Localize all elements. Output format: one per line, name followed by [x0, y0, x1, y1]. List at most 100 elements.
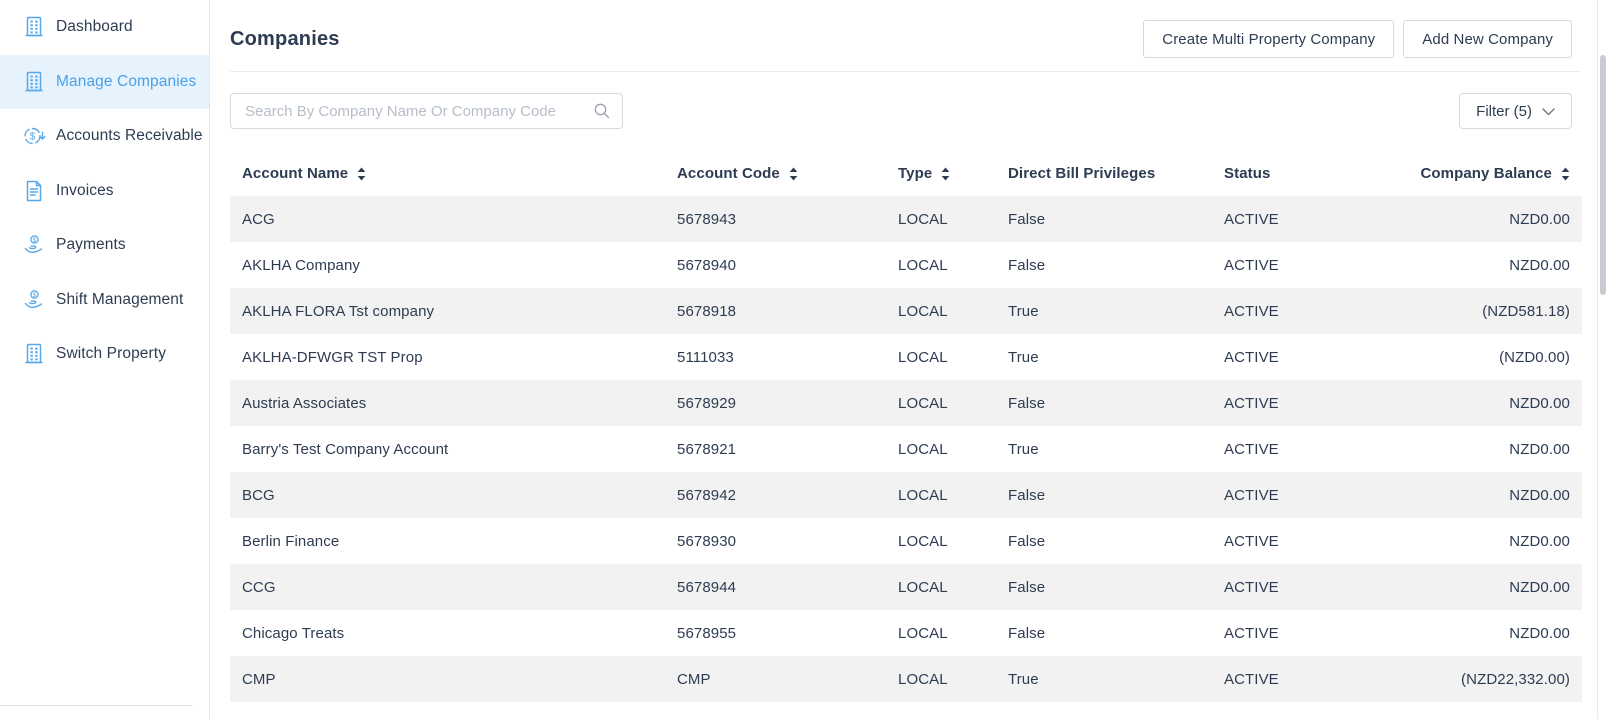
- cell-account-code: 5678943: [677, 210, 737, 228]
- cell-status: ACTIVE: [1224, 578, 1279, 596]
- table-row[interactable]: AKLHA FLORA Tst company 5678918 LOCAL True A…: [230, 288, 1582, 334]
- table-row[interactable]: AKLHA-DFWGR TST Prop 5111033 LOCAL True ACTI…: [230, 334, 1582, 380]
- sidebar-item-dashboard[interactable]: Dashboard: [0, 0, 209, 55]
- header-buttons: Create Multi Property Company Add New Co…: [1143, 20, 1572, 58]
- cell-account-name: CMP: [242, 670, 276, 688]
- column-header-status: Status: [1212, 165, 1383, 182]
- cell-account-code: 5678930: [677, 532, 737, 550]
- table-row[interactable]: BCG 5678942 LOCAL False ACTIVE NZD0.00: [230, 472, 1582, 518]
- search-input[interactable]: [230, 93, 623, 129]
- sort-icon[interactable]: [941, 167, 950, 181]
- table-body: ACG 5678943 LOCAL False ACTIVE NZD0.00 AKLHA C…: [230, 196, 1582, 702]
- cell-account-name: AKLHA Company: [242, 256, 361, 274]
- column-header-label: Direct Bill Privileges: [1008, 165, 1156, 182]
- column-header-account-name[interactable]: Account Name: [230, 165, 665, 182]
- chevron-down-icon: [1542, 103, 1555, 120]
- companies-table: Account Name Account Code Type Direct Bi…: [230, 151, 1582, 702]
- cell-direct-bill: True: [1008, 348, 1039, 366]
- column-header-label: Type: [898, 165, 933, 182]
- column-header-type[interactable]: Type: [886, 165, 996, 182]
- cell-direct-bill: False: [1008, 486, 1046, 504]
- table-row[interactable]: Barry's Test Company Account 5678921 LOCAL…: [230, 426, 1582, 472]
- cell-balance: (NZD581.18): [1482, 302, 1570, 320]
- cell-status: ACTIVE: [1224, 486, 1279, 504]
- sidebar-item-manage-companies[interactable]: Manage Companies: [0, 54, 209, 109]
- cell-account-code: 5678918: [677, 302, 737, 320]
- cell-balance: NZD0.00: [1509, 624, 1570, 642]
- column-header-label: Account Name: [242, 165, 349, 182]
- sort-icon[interactable]: [789, 167, 798, 181]
- column-header-account-code[interactable]: Account Code: [665, 165, 886, 182]
- table-row[interactable]: CCG 5678944 LOCAL False ACTIVE NZD0.00: [230, 564, 1582, 610]
- cell-direct-bill: False: [1008, 256, 1046, 274]
- sidebar-item-accounts-receivable[interactable]: $ Accounts Receivable: [0, 109, 209, 164]
- sidebar-item-label: Switch Property: [56, 345, 167, 363]
- hand-coin-icon: $: [22, 233, 46, 257]
- cell-type: LOCAL: [898, 256, 948, 274]
- cell-type: LOCAL: [898, 394, 948, 412]
- create-multi-property-company-button[interactable]: Create Multi Property Company: [1143, 20, 1395, 58]
- cell-direct-bill: False: [1008, 578, 1046, 596]
- cell-account-name: AKLHA FLORA Tst company: [242, 302, 435, 320]
- building-icon: [22, 342, 46, 366]
- cell-account-code: 5678944: [677, 578, 737, 596]
- svg-text:$: $: [30, 132, 36, 143]
- cell-type: LOCAL: [898, 302, 948, 320]
- cell-status: ACTIVE: [1224, 670, 1279, 688]
- cell-balance: NZD0.00: [1509, 578, 1570, 596]
- scrollbar-thumb[interactable]: [1600, 55, 1606, 295]
- cell-account-name: BCG: [242, 486, 275, 504]
- cell-account-name: Austria Associates: [242, 394, 367, 412]
- cell-account-code: 5111033: [677, 348, 734, 366]
- sidebar-item-label: Accounts Receivable: [56, 127, 203, 145]
- sidebar-item-label: Dashboard: [56, 18, 133, 36]
- cell-balance: (NZD22,332.00): [1461, 670, 1570, 688]
- column-header-label: Account Code: [677, 165, 780, 182]
- table-row[interactable]: AKLHA Company 5678940 LOCAL False ACTIVE NZD0…: [230, 242, 1582, 288]
- cell-account-name: Berlin Finance: [242, 532, 340, 550]
- column-header-label: Status: [1224, 165, 1271, 182]
- sort-icon[interactable]: [357, 167, 366, 181]
- filter-button[interactable]: Filter (5): [1459, 93, 1572, 129]
- cell-account-code: 5678942: [677, 486, 737, 504]
- sidebar-item-shift-management[interactable]: $ Shift Management: [0, 273, 209, 328]
- cell-account-name: Chicago Treats: [242, 624, 345, 642]
- sidebar-item-label: Manage Companies: [56, 72, 197, 90]
- cell-balance: (NZD0.00): [1499, 348, 1570, 366]
- cell-status: ACTIVE: [1224, 532, 1279, 550]
- table-row[interactable]: Berlin Finance 5678930 LOCAL False ACTIVE NZD…: [230, 518, 1582, 564]
- table-row[interactable]: Chicago Treats 5678955 LOCAL False ACTIVE NZD…: [230, 610, 1582, 656]
- header-divider: [230, 71, 1581, 72]
- main-content: Companies Create Multi Property Company …: [211, 0, 1597, 719]
- sidebar-bottom-divider: [0, 705, 193, 706]
- hand-coin-icon: $: [22, 288, 46, 312]
- table-row[interactable]: Austria Associates 5678929 LOCAL False ACTIV…: [230, 380, 1582, 426]
- vertical-scrollbar[interactable]: [1597, 0, 1607, 719]
- column-header-company-balance[interactable]: Company Balance: [1383, 165, 1582, 182]
- svg-text:$: $: [33, 237, 37, 244]
- cell-account-code: 5678929: [677, 394, 737, 412]
- sidebar-item-label: Payments: [56, 236, 126, 254]
- dollar-circle-icon: $: [22, 124, 46, 148]
- table-header-row: Account Name Account Code Type Direct Bi…: [230, 151, 1582, 196]
- search-box: [230, 93, 623, 129]
- cell-type: LOCAL: [898, 532, 948, 550]
- sidebar-nav: Dashboard Manage Companies $ Accounts Re…: [0, 0, 209, 382]
- sidebar-item-invoices[interactable]: Invoices: [0, 164, 209, 219]
- add-new-company-button[interactable]: Add New Company: [1403, 20, 1572, 58]
- table-row[interactable]: CMP CMP LOCAL True ACTIVE (NZD22,332.00): [230, 656, 1582, 702]
- sidebar-item-switch-property[interactable]: Switch Property: [0, 327, 209, 382]
- cell-balance: NZD0.00: [1509, 486, 1570, 504]
- cell-type: LOCAL: [898, 486, 948, 504]
- cell-account-code: 5678921: [677, 440, 737, 458]
- sidebar-item-payments[interactable]: $ Payments: [0, 218, 209, 273]
- sidebar-item-label: Invoices: [56, 181, 114, 199]
- cell-account-code: 5678940: [677, 256, 737, 274]
- cell-status: ACTIVE: [1224, 394, 1279, 412]
- table-row[interactable]: ACG 5678943 LOCAL False ACTIVE NZD0.00: [230, 196, 1582, 242]
- sort-icon[interactable]: [1561, 167, 1570, 181]
- cell-status: ACTIVE: [1224, 624, 1279, 642]
- filter-label: Filter (5): [1476, 102, 1532, 120]
- cell-status: ACTIVE: [1224, 210, 1279, 228]
